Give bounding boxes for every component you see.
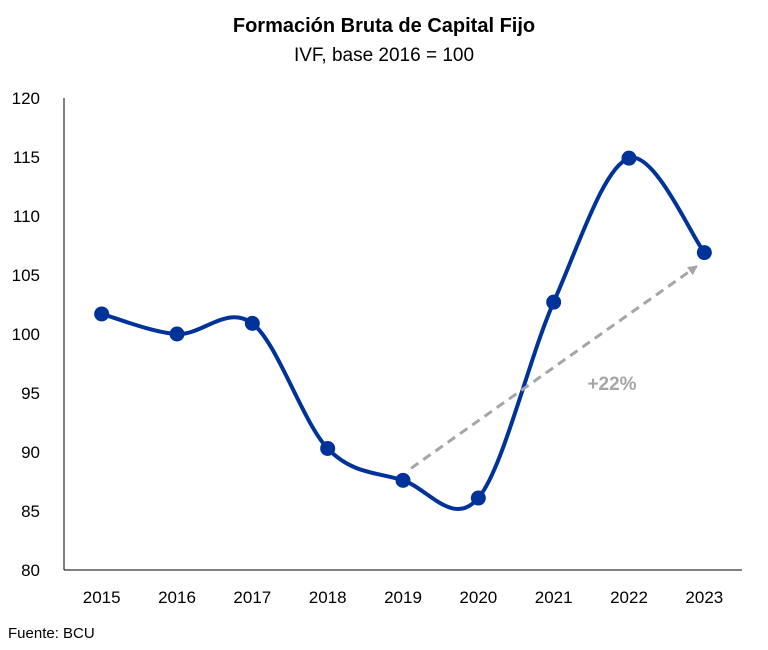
data-point	[546, 294, 562, 310]
data-point	[621, 150, 637, 166]
data-point	[395, 472, 411, 488]
chart-title: Formación Bruta de Capital Fijo	[232, 15, 536, 37]
x-tick-label: 2018	[309, 588, 347, 607]
x-tick-label: 2016	[158, 588, 196, 607]
x-tick-label: 2015	[83, 588, 121, 607]
series-line	[101, 156, 706, 511]
x-tick-label: 2023	[685, 588, 723, 607]
y-tick-label: 110	[13, 207, 40, 226]
data-point	[244, 315, 260, 331]
x-tick-label: 2020	[459, 588, 497, 607]
chart-subtitle: IVF, base 2016 = 100	[293, 45, 475, 66]
x-tick-label: 2019	[384, 588, 422, 607]
data-point	[320, 440, 336, 456]
data-point	[696, 245, 712, 261]
data-point	[169, 326, 185, 342]
y-tick-label: 105	[12, 266, 40, 285]
y-tick-label: 95	[21, 384, 40, 403]
x-tick-label: 2021	[535, 588, 573, 607]
y-tick-label: 115	[13, 148, 40, 167]
x-tick-label: 2017	[233, 588, 271, 607]
y-tick-label: 80	[21, 561, 40, 580]
growth-label: +22%	[587, 374, 636, 395]
source-note: Fuente: BCU	[8, 625, 95, 642]
growth-arrow	[410, 265, 698, 470]
y-tick-label: 90	[21, 443, 40, 462]
data-point	[94, 306, 110, 322]
data-point	[470, 490, 486, 506]
y-tick-label: 120	[12, 89, 40, 108]
y-tick-label: 85	[21, 502, 40, 521]
x-tick-label: 2022	[610, 588, 648, 607]
y-tick-label: 100	[12, 325, 40, 344]
